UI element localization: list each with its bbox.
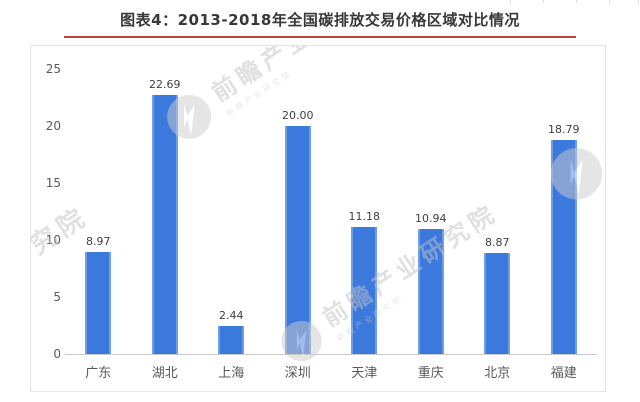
bar-value-label: 11.18 <box>348 209 381 223</box>
y-axis-tick-label: 5 <box>53 290 61 304</box>
plot-area: 8.97 22.69 2.44 20.00 11.18 10.94 8.87 18.79 <box>65 69 597 355</box>
title-underline <box>64 36 576 38</box>
x-axis-category-label: 重庆 <box>417 366 444 381</box>
bar-group: 8.87 <box>464 69 531 354</box>
bar-value-label: 10.94 <box>415 212 447 226</box>
y-axis-tick-label: 10 <box>45 233 61 247</box>
bar-value-label: 20.00 <box>282 109 314 122</box>
x-axis-category-label: 深圳 <box>284 366 311 381</box>
x-axis-category-label: 湖北 <box>151 366 178 381</box>
bar-value-label: 22.69 <box>149 78 181 92</box>
bar <box>550 139 577 354</box>
bar-group: 20.00 <box>265 69 332 354</box>
x-axis-category-label: 北京 <box>484 366 511 381</box>
chart-panel: 前瞻产业研究院 前瞻产业研究院 前瞻产业研究院 前瞻产业研究院 前瞻产业研究院 <box>30 45 606 392</box>
x-axis-category-label: 福建 <box>550 366 577 381</box>
bar-group: 18.79 <box>531 69 598 354</box>
bar-value-label: 8.87 <box>485 235 510 249</box>
watermark-text: 前瞻产业研究院 <box>600 45 606 169</box>
y-axis-tick-label: 20 <box>45 119 61 133</box>
bar <box>85 251 112 354</box>
category-axis: 广东 湖北 上海 深圳 天津 重庆 北京 福建 <box>65 362 597 381</box>
bar <box>417 229 444 354</box>
bar-value-label: 18.79 <box>548 122 580 136</box>
bar <box>351 226 378 354</box>
y-axis-tick-label: 25 <box>45 62 61 76</box>
bar-value-label: 2.44 <box>219 309 244 323</box>
bar <box>284 126 311 354</box>
table-border-remnant <box>543 0 544 3</box>
table-border-remnant <box>510 0 511 3</box>
bar-group: 10.94 <box>398 69 465 354</box>
bar-group: 11.18 <box>331 69 398 354</box>
y-axis-tick-label: 15 <box>45 176 61 190</box>
bar-group: 8.97 <box>65 69 132 354</box>
x-axis-category-label: 天津 <box>351 366 378 381</box>
bar <box>218 326 245 354</box>
y-axis-tick-label: 0 <box>53 347 61 361</box>
page-title: 图表4：2013-2018年全国碳排放交易价格区域对比情况 <box>120 11 520 29</box>
x-axis-category-label: 广东 <box>85 366 112 381</box>
bar-group: 2.44 <box>198 69 265 354</box>
bar-group: 22.69 <box>132 69 199 354</box>
bar <box>484 252 511 354</box>
table-border-remnant <box>609 0 610 3</box>
table-border-remnant <box>576 0 577 3</box>
x-axis-category-label: 上海 <box>218 366 245 381</box>
bar <box>151 95 178 354</box>
table-border-remnant <box>638 0 639 3</box>
bar-value-label: 8.97 <box>86 234 111 248</box>
